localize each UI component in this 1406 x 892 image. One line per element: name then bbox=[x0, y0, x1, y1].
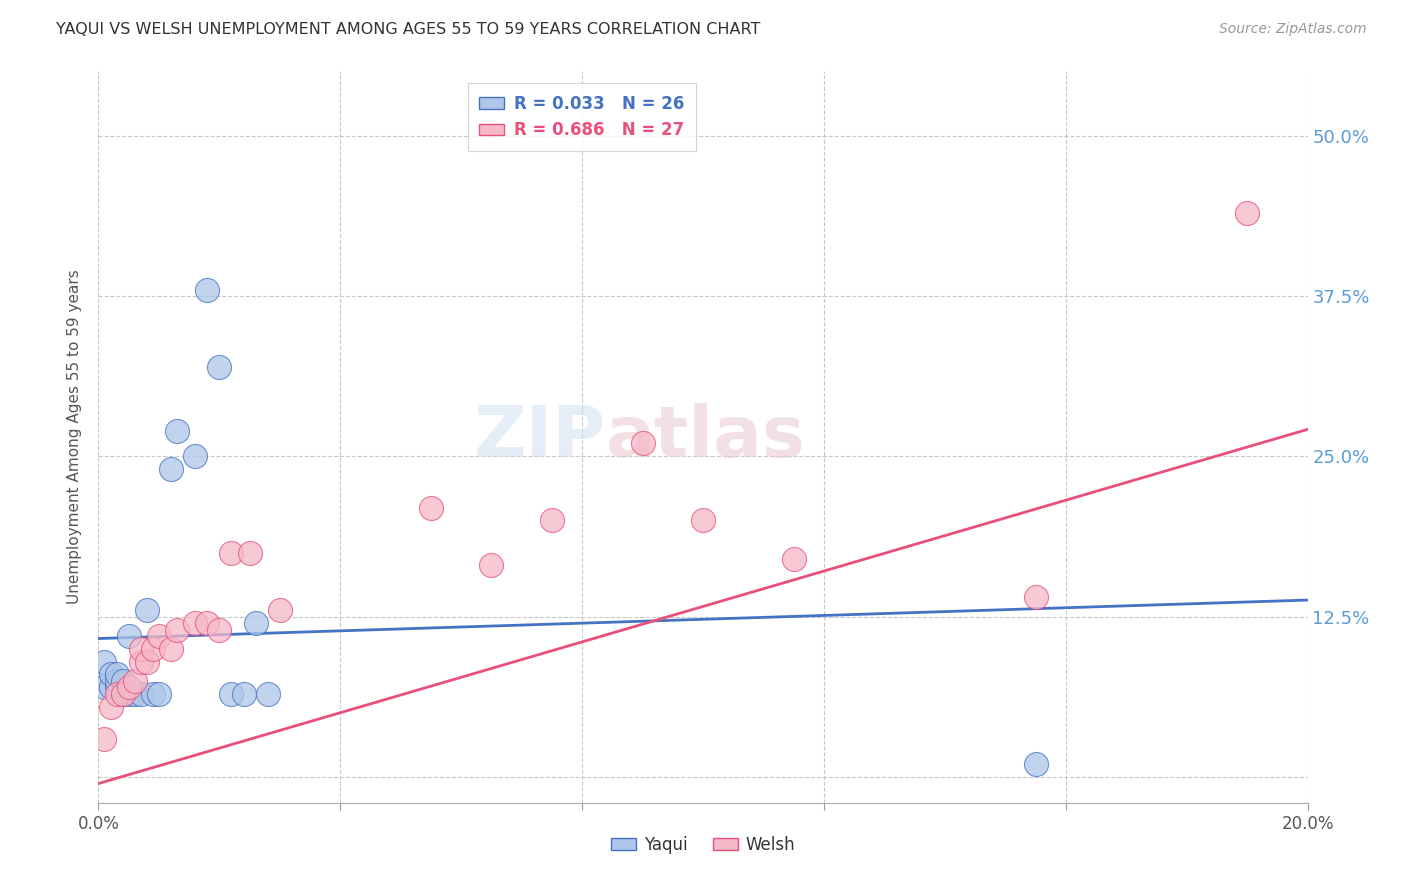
Point bbox=[221, 687, 243, 701]
Point bbox=[208, 359, 231, 374]
Point bbox=[245, 616, 267, 631]
Point bbox=[420, 500, 443, 515]
Point bbox=[256, 687, 278, 701]
Point bbox=[208, 623, 231, 637]
Point bbox=[129, 641, 152, 656]
Text: atlas: atlas bbox=[606, 402, 806, 472]
Point bbox=[93, 731, 115, 746]
Point bbox=[105, 687, 128, 701]
Point bbox=[111, 687, 134, 701]
Point bbox=[1236, 205, 1258, 219]
Point bbox=[93, 681, 115, 695]
Point bbox=[239, 545, 262, 559]
Legend: Yaqui, Welsh: Yaqui, Welsh bbox=[603, 829, 803, 860]
Point bbox=[142, 687, 165, 701]
Point bbox=[195, 283, 218, 297]
Point bbox=[118, 687, 141, 701]
Point bbox=[692, 514, 714, 528]
Point bbox=[118, 681, 141, 695]
Point bbox=[148, 629, 170, 643]
Point bbox=[135, 603, 157, 617]
Point bbox=[129, 655, 152, 669]
Text: ZIP: ZIP bbox=[474, 402, 606, 472]
Point bbox=[166, 424, 188, 438]
Point bbox=[195, 616, 218, 631]
Point bbox=[783, 552, 806, 566]
Point bbox=[160, 462, 183, 476]
Y-axis label: Unemployment Among Ages 55 to 59 years: Unemployment Among Ages 55 to 59 years bbox=[67, 269, 83, 605]
Point bbox=[232, 687, 254, 701]
Point bbox=[105, 673, 128, 688]
Point bbox=[269, 603, 291, 617]
Point bbox=[100, 681, 122, 695]
Point bbox=[124, 687, 146, 701]
Point bbox=[135, 655, 157, 669]
Point bbox=[118, 629, 141, 643]
Point bbox=[631, 436, 654, 450]
Point bbox=[93, 655, 115, 669]
Point bbox=[100, 667, 122, 681]
Point bbox=[129, 687, 152, 701]
Point bbox=[111, 687, 134, 701]
Point bbox=[221, 545, 243, 559]
Point bbox=[148, 687, 170, 701]
Point bbox=[124, 673, 146, 688]
Point bbox=[166, 623, 188, 637]
Point bbox=[160, 641, 183, 656]
Point bbox=[1024, 591, 1046, 605]
Point bbox=[1024, 757, 1046, 772]
Point bbox=[111, 673, 134, 688]
Point bbox=[105, 681, 128, 695]
Text: Source: ZipAtlas.com: Source: ZipAtlas.com bbox=[1219, 22, 1367, 37]
Point bbox=[100, 699, 122, 714]
Point bbox=[540, 514, 562, 528]
Point bbox=[105, 667, 128, 681]
Text: YAQUI VS WELSH UNEMPLOYMENT AMONG AGES 55 TO 59 YEARS CORRELATION CHART: YAQUI VS WELSH UNEMPLOYMENT AMONG AGES 5… bbox=[56, 22, 761, 37]
Point bbox=[184, 450, 207, 464]
Point bbox=[184, 616, 207, 631]
Point bbox=[481, 558, 503, 573]
Point bbox=[142, 641, 165, 656]
